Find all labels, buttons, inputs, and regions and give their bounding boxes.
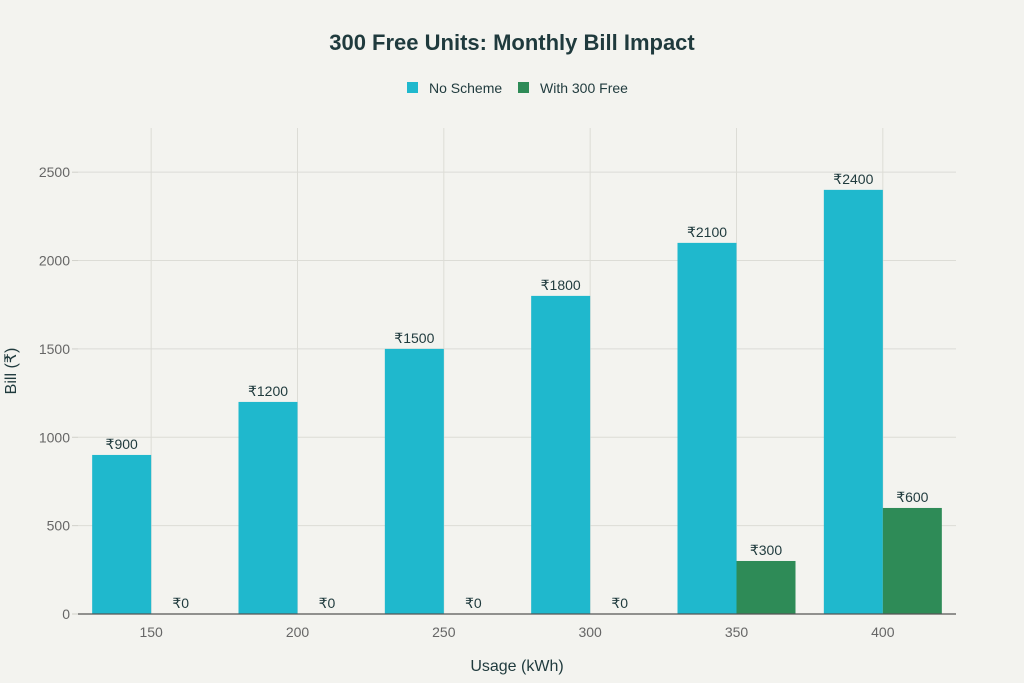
y-tick-label: 1500: [39, 341, 70, 357]
data-label: ₹0: [465, 595, 482, 611]
bars: ₹900 ₹1200 ₹1500 ₹1800 ₹2100 ₹2400 ₹0 ₹0 ₹0 ₹0 ₹30…: [92, 171, 942, 614]
data-label: ₹2100: [687, 224, 727, 240]
legend-swatch: [407, 82, 418, 93]
bar-no-scheme: [677, 242, 737, 614]
data-label: ₹2400: [833, 171, 873, 187]
bar-with-300-free: [736, 560, 796, 614]
data-label: ₹0: [611, 595, 628, 611]
bar-no-scheme: [823, 189, 883, 614]
x-axis-label: Usage (kWh): [470, 658, 563, 675]
bar-no-scheme: [92, 454, 152, 614]
x-tick-label: 300: [578, 624, 602, 640]
y-tick-label: 2000: [39, 253, 70, 269]
legend-label: No Scheme: [429, 80, 502, 96]
data-label: ₹600: [896, 489, 928, 505]
data-label: ₹0: [172, 595, 189, 611]
data-label: ₹0: [319, 595, 336, 611]
x-tick-label: 350: [725, 624, 749, 640]
y-tick-label: 2500: [39, 164, 70, 180]
bar-no-scheme: [384, 348, 444, 614]
x-tick-label: 150: [139, 624, 163, 640]
legend-swatch: [518, 82, 529, 93]
data-label: ₹900: [106, 436, 138, 452]
x-tick-label: 400: [871, 624, 895, 640]
y-tick-label: 1000: [39, 429, 70, 445]
y-axis-label: Bill (₹): [3, 348, 20, 395]
bar-with-300-free: [882, 507, 942, 614]
bar-no-scheme: [531, 295, 591, 614]
chart-title: 300 Free Units: Monthly Bill Impact: [329, 30, 695, 55]
data-label: ₹300: [750, 542, 782, 558]
bar-no-scheme: [238, 401, 298, 614]
axes: 0 500 1000 1500 2000 2500 150 200 250 300 350 400: [39, 164, 956, 640]
legend: No Scheme With 300 Free: [407, 80, 628, 96]
x-tick-label: 250: [432, 624, 456, 640]
data-label: ₹1200: [248, 383, 288, 399]
y-tick-label: 500: [47, 518, 71, 534]
data-label: ₹1800: [541, 277, 581, 293]
x-tick-label: 200: [286, 624, 310, 640]
data-label: ₹1500: [394, 330, 434, 346]
y-tick-label: 0: [62, 606, 70, 622]
legend-label: With 300 Free: [540, 80, 628, 96]
